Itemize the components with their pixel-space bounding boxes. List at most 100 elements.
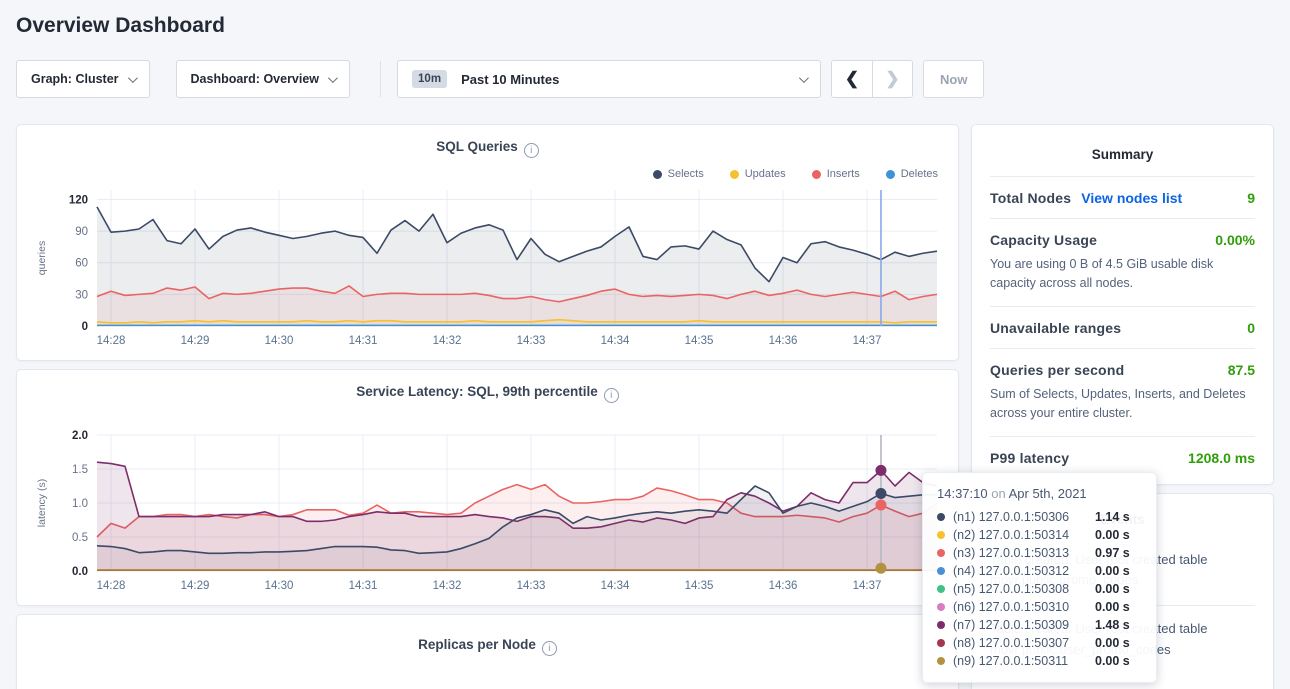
svg-text:14:35: 14:35 — [685, 580, 714, 592]
info-icon[interactable]: i — [541, 641, 557, 656]
legend-item-selects[interactable]: Selects — [652, 166, 704, 182]
dashboard-select-dropdown[interactable]: Dashboard: Overview — [175, 60, 351, 98]
node-latency-value: 0.00 s — [1095, 528, 1130, 542]
node-color-dot — [937, 513, 945, 521]
legend-dot — [652, 169, 662, 179]
svg-text:14:31: 14:31 — [349, 580, 378, 592]
svg-text:14:32: 14:32 — [433, 335, 462, 347]
chart-title: Replicas per Node — [418, 637, 536, 652]
svg-text:14:37: 14:37 — [853, 335, 882, 347]
summary-description: You are using 0 B of 4.5 GiB usable disk… — [990, 257, 1214, 291]
summary-row-unavailable-ranges: Unavailable ranges 0 — [990, 305, 1255, 348]
node-color-dot — [937, 603, 945, 611]
svg-text:14:29: 14:29 — [181, 580, 210, 592]
info-icon[interactable]: i — [523, 143, 539, 158]
info-icon[interactable]: i — [603, 388, 619, 403]
node-latency-value: 1.48 s — [1095, 618, 1130, 632]
sql-queries-chart-card: SQL Queries i Selects Updates Inserts Delete… — [16, 124, 959, 361]
node-latency-value: 1.14 s — [1095, 510, 1130, 524]
node-color-dot — [937, 585, 945, 593]
svg-text:14:36: 14:36 — [769, 580, 798, 592]
divider — [380, 61, 382, 97]
svg-text:0.5: 0.5 — [72, 532, 88, 544]
svg-text:60: 60 — [75, 258, 88, 270]
svg-text:14:28: 14:28 — [97, 580, 126, 592]
node-latency-value: 0.00 s — [1095, 636, 1130, 650]
time-back-button[interactable]: ❮ — [832, 61, 873, 97]
tooltip-node-row: (n3) 127.0.0.1:50313 0.97 s — [937, 544, 1142, 562]
time-range-badge: 10m — [412, 70, 448, 88]
summary-row-capacity-usage: Capacity Usage 0.00% You are using 0 B of … — [990, 218, 1255, 306]
svg-text:14:28: 14:28 — [97, 335, 126, 347]
summary-value: 0 — [1247, 319, 1255, 336]
tooltip-node-row: (n4) 127.0.0.1:50312 0.00 s — [937, 562, 1142, 580]
chevron-down-icon — [327, 72, 338, 83]
legend-item-updates[interactable]: Updates — [729, 166, 786, 182]
time-range-label: Past 10 Minutes — [461, 71, 560, 87]
page-title: Overview Dashboard — [16, 14, 225, 37]
summary-heading: Summary — [1091, 147, 1154, 162]
summary-description: Sum of Selects, Updates, Inserts, and De… — [990, 386, 1246, 421]
dashboard-controls: Graph: Cluster Dashboard: Overview 10m P… — [16, 60, 1274, 98]
svg-text:14:35: 14:35 — [685, 335, 714, 347]
node-color-dot — [937, 549, 945, 557]
svg-text:14:32: 14:32 — [433, 580, 462, 592]
svg-text:0.0: 0.0 — [72, 566, 88, 578]
node-color-dot — [937, 657, 945, 665]
svg-text:0: 0 — [82, 321, 88, 333]
summary-label: Total Nodes — [990, 190, 1072, 206]
node-address: (n9) 127.0.0.1:50311 — [953, 654, 1069, 668]
tooltip-node-row: (n8) 127.0.0.1:50307 0.00 s — [937, 634, 1142, 652]
tooltip-node-row: (n7) 127.0.0.1:50309 1.48 s — [937, 616, 1142, 634]
time-forward-button: ❯ — [872, 61, 913, 97]
sql-queries-chart[interactable]: 0 30 60 90 120 14:28 14:29 14:30 14:31 14:32 14:33… — [31, 182, 944, 354]
legend-dot — [729, 169, 739, 179]
summary-panel: Summary Total Nodes View nodes list 9 Capac… — [971, 124, 1274, 485]
svg-text:2.0: 2.0 — [72, 430, 88, 442]
node-address: (n5) 127.0.0.1:50308 — [953, 582, 1070, 596]
node-latency-value: 0.00 s — [1095, 582, 1130, 596]
summary-label: Unavailable ranges — [990, 319, 1122, 336]
svg-text:queries: queries — [36, 241, 48, 275]
node-address: (n7) 127.0.0.1:50309 — [953, 618, 1070, 632]
node-latency-value: 0.97 s — [1095, 546, 1130, 560]
tooltip-node-row: (n1) 127.0.0.1:50306 1.14 s — [937, 508, 1142, 526]
chart-title: Service Latency: SQL, 99th percentile — [356, 384, 598, 399]
tooltip-timestamp: 14:37:10 on Apr 5th, 2021 — [937, 486, 1087, 501]
legend-item-inserts[interactable]: Inserts — [811, 166, 860, 182]
legend-label: Selects — [667, 168, 704, 180]
svg-text:14:30: 14:30 — [265, 580, 294, 592]
node-latency-value: 0.00 s — [1095, 600, 1130, 614]
svg-text:14:34: 14:34 — [601, 335, 630, 347]
view-nodes-list-link[interactable]: View nodes list — [1081, 190, 1183, 206]
svg-text:14:36: 14:36 — [769, 335, 798, 347]
summary-label: Capacity Usage — [990, 232, 1098, 248]
service-latency-chart-card: Service Latency: SQL, 99th percentile i 0… — [16, 369, 959, 606]
dashboard-select-label: Dashboard: Overview — [190, 72, 320, 86]
legend-label: Inserts — [826, 168, 860, 180]
tooltip-node-row: (n2) 127.0.0.1:50314 0.00 s — [937, 526, 1142, 544]
svg-text:14:29: 14:29 — [181, 335, 210, 347]
node-address: (n3) 127.0.0.1:50313 — [953, 546, 1070, 560]
svg-text:14:34: 14:34 — [601, 580, 630, 592]
svg-text:14:37: 14:37 — [853, 580, 882, 592]
chevron-down-icon — [798, 72, 809, 83]
legend-item-deletes[interactable]: Deletes — [885, 166, 938, 182]
legend-dot — [811, 169, 821, 179]
svg-text:14:33: 14:33 — [517, 335, 546, 347]
graph-scope-label: Graph: Cluster — [31, 72, 119, 86]
graph-scope-dropdown[interactable]: Graph: Cluster — [16, 60, 150, 98]
time-range-dropdown[interactable]: 10m Past 10 Minutes — [397, 60, 822, 98]
legend-dot — [885, 169, 895, 179]
node-color-dot — [937, 567, 945, 575]
summary-label: Queries per second — [990, 361, 1125, 378]
svg-text:14:30: 14:30 — [265, 335, 294, 347]
charts-column: SQL Queries i Selects Updates Inserts Delete… — [16, 124, 959, 689]
tooltip-node-row: (n5) 127.0.0.1:50308 0.00 s — [937, 580, 1142, 598]
service-latency-chart[interactable]: 0.0 0.5 1.0 1.5 2.0 14:28 14:29 14:30 14:31 14:32… — [31, 427, 944, 599]
tooltip-node-row: (n9) 127.0.0.1:50311 0.00 s — [937, 652, 1142, 670]
summary-row-total-nodes: Total Nodes View nodes list 9 — [990, 176, 1255, 218]
summary-value: 1208.0 ms — [1188, 449, 1255, 466]
summary-label: P99 latency — [990, 449, 1070, 466]
summary-row-p99-latency: P99 latency 1208.0 ms — [990, 435, 1255, 478]
